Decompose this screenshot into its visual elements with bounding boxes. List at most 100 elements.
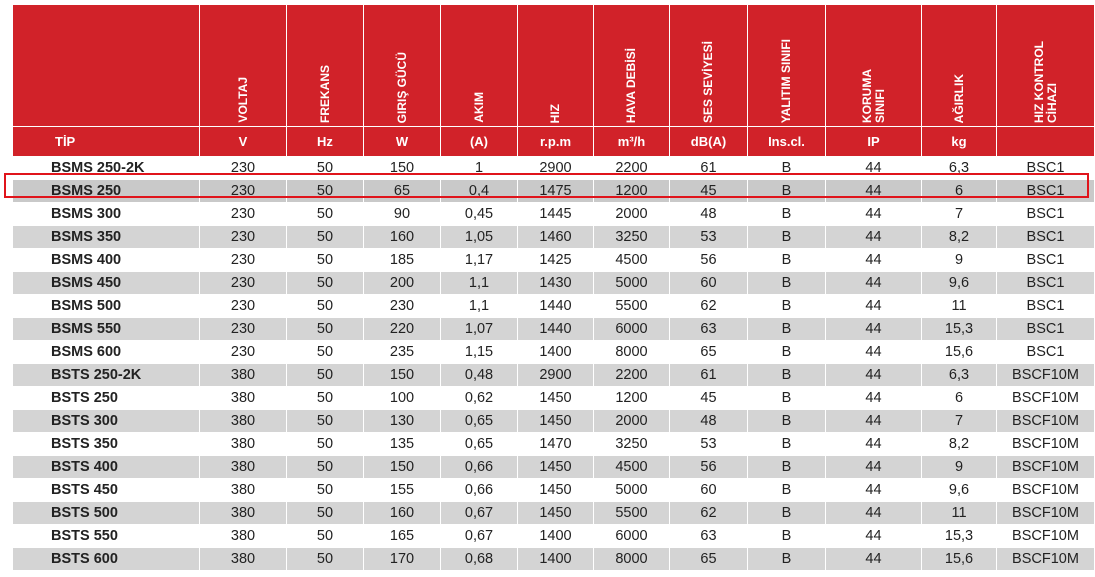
cell-ses-seviyesi: 56 xyxy=(670,249,747,271)
cell-frekans: 50 xyxy=(287,433,363,455)
header-ses-seviyesi: SES SEVİYESİ xyxy=(670,5,747,126)
cell-koruma-sinifi: 44 xyxy=(826,410,921,432)
cell-yalitim-sinifi: B xyxy=(748,502,825,524)
cell-hiz: 1400 xyxy=(518,548,593,570)
cell-voltaj: 230 xyxy=(200,272,286,294)
cell-frekans: 50 xyxy=(287,548,363,570)
cell-ses-seviyesi: 65 xyxy=(670,548,747,570)
cell-ses-seviyesi: 65 xyxy=(670,341,747,363)
cell-hiz-kontrol: BSCF10M xyxy=(997,364,1094,386)
cell-koruma-sinifi: 44 xyxy=(826,456,921,478)
table-row: BSMS 300 230 50 90 0,45 1445 2000 48 B 44 7 BSC1 xyxy=(13,203,1094,225)
cell-voltaj: 380 xyxy=(200,548,286,570)
cell-ses-seviyesi: 48 xyxy=(670,410,747,432)
cell-giris-gucu: 150 xyxy=(364,157,440,179)
cell-hava-debisi: 2200 xyxy=(594,157,669,179)
cell-tip: BSMS 250 xyxy=(13,180,199,202)
cell-hava-debisi: 2000 xyxy=(594,410,669,432)
cell-hiz-kontrol: BSC1 xyxy=(997,203,1094,225)
cell-voltaj: 380 xyxy=(200,433,286,455)
cell-tip: BSTS 350 xyxy=(13,433,199,455)
cell-giris-gucu: 170 xyxy=(364,548,440,570)
cell-akim: 0,68 xyxy=(441,548,517,570)
table-row: BSTS 250-2K 380 50 150 0,48 2900 2200 61 B 44 6,3 B… xyxy=(13,364,1094,386)
cell-voltaj: 380 xyxy=(200,479,286,501)
cell-frekans: 50 xyxy=(287,272,363,294)
unit-hava-debisi: m³/h xyxy=(594,127,669,156)
cell-voltaj: 230 xyxy=(200,203,286,225)
cell-akim: 0,67 xyxy=(441,525,517,547)
cell-frekans: 50 xyxy=(287,456,363,478)
cell-tip: BSMS 300 xyxy=(13,203,199,225)
table-row: BSMS 350 230 50 160 1,05 1460 3250 53 B 44 8,2 BSC1 xyxy=(13,226,1094,248)
cell-agirlik: 7 xyxy=(922,410,996,432)
unit-frekans: Hz xyxy=(287,127,363,156)
table-row: BSMS 400 230 50 185 1,17 1425 4500 56 B 44 9 BSC1 xyxy=(13,249,1094,271)
cell-yalitim-sinifi: B xyxy=(748,341,825,363)
cell-voltaj: 230 xyxy=(200,226,286,248)
unit-yalitim-sinifi: Ins.cl. xyxy=(748,127,825,156)
cell-akim: 1,05 xyxy=(441,226,517,248)
header-hiz: HIZ xyxy=(518,5,593,126)
cell-frekans: 50 xyxy=(287,410,363,432)
cell-hiz-kontrol: BSCF10M xyxy=(997,479,1094,501)
cell-voltaj: 380 xyxy=(200,387,286,409)
cell-agirlik: 7 xyxy=(922,203,996,225)
cell-hiz: 1440 xyxy=(518,295,593,317)
cell-ses-seviyesi: 60 xyxy=(670,272,747,294)
cell-hiz-kontrol: BSC1 xyxy=(997,295,1094,317)
cell-yalitim-sinifi: B xyxy=(748,456,825,478)
spec-table: VOLTAJ FREKANS GIRIŞ GÜCÜ AKIM HIZ HAVA … xyxy=(12,4,1095,571)
cell-frekans: 50 xyxy=(287,525,363,547)
cell-hava-debisi: 5000 xyxy=(594,479,669,501)
cell-agirlik: 8,2 xyxy=(922,226,996,248)
cell-koruma-sinifi: 44 xyxy=(826,203,921,225)
table-row: BSTS 250 380 50 100 0,62 1450 1200 45 B 44 6 BSCF10… xyxy=(13,387,1094,409)
cell-ses-seviyesi: 45 xyxy=(670,387,747,409)
cell-frekans: 50 xyxy=(287,226,363,248)
table-body: BSMS 250-2K 230 50 150 1 2900 2200 61 B 44 6,3 BSC1… xyxy=(13,157,1094,570)
cell-hava-debisi: 3250 xyxy=(594,226,669,248)
cell-giris-gucu: 200 xyxy=(364,272,440,294)
cell-koruma-sinifi: 44 xyxy=(826,318,921,340)
cell-voltaj: 380 xyxy=(200,525,286,547)
cell-agirlik: 6,3 xyxy=(922,157,996,179)
table-row: BSMS 550 230 50 220 1,07 1440 6000 63 B 44 15,3 BSC… xyxy=(13,318,1094,340)
cell-koruma-sinifi: 44 xyxy=(826,272,921,294)
cell-ses-seviyesi: 63 xyxy=(670,525,747,547)
cell-frekans: 50 xyxy=(287,364,363,386)
cell-hiz: 1430 xyxy=(518,272,593,294)
cell-giris-gucu: 235 xyxy=(364,341,440,363)
header-giris-gucu: GIRIŞ GÜCÜ xyxy=(364,5,440,126)
cell-frekans: 50 xyxy=(287,479,363,501)
table-row: BSTS 400 380 50 150 0,66 1450 4500 56 B 44 9 BSCF10… xyxy=(13,456,1094,478)
cell-frekans: 50 xyxy=(287,318,363,340)
cell-ses-seviyesi: 53 xyxy=(670,226,747,248)
cell-giris-gucu: 155 xyxy=(364,479,440,501)
table-row: BSTS 550 380 50 165 0,67 1400 6000 63 B 44 15,3 BSC… xyxy=(13,525,1094,547)
cell-agirlik: 9,6 xyxy=(922,272,996,294)
cell-hiz-kontrol: BSCF10M xyxy=(997,387,1094,409)
cell-voltaj: 380 xyxy=(200,364,286,386)
cell-hiz: 1440 xyxy=(518,318,593,340)
header-hiz-kontrol: HIZ KONTROL CİHAZI xyxy=(997,5,1094,126)
cell-giris-gucu: 230 xyxy=(364,295,440,317)
header-koruma-sinifi: KORUMA SINIFI xyxy=(826,5,921,126)
cell-voltaj: 230 xyxy=(200,341,286,363)
cell-hiz: 1425 xyxy=(518,249,593,271)
cell-hiz: 1450 xyxy=(518,410,593,432)
cell-akim: 0,48 xyxy=(441,364,517,386)
cell-ses-seviyesi: 56 xyxy=(670,456,747,478)
header-unit-row: TİP V Hz W (A) r.p.m m³/h dB(A) Ins.cl. … xyxy=(13,127,1094,156)
cell-yalitim-sinifi: B xyxy=(748,433,825,455)
cell-hiz: 1450 xyxy=(518,479,593,501)
cell-hiz: 1475 xyxy=(518,180,593,202)
cell-yalitim-sinifi: B xyxy=(748,364,825,386)
cell-hava-debisi: 3250 xyxy=(594,433,669,455)
cell-tip: BSMS 350 xyxy=(13,226,199,248)
cell-tip: BSTS 250-2K xyxy=(13,364,199,386)
table-row: BSTS 600 380 50 170 0,68 1400 8000 65 B 44 15,6 BSC… xyxy=(13,548,1094,570)
cell-tip: BSTS 250 xyxy=(13,387,199,409)
cell-yalitim-sinifi: B xyxy=(748,203,825,225)
cell-giris-gucu: 165 xyxy=(364,525,440,547)
